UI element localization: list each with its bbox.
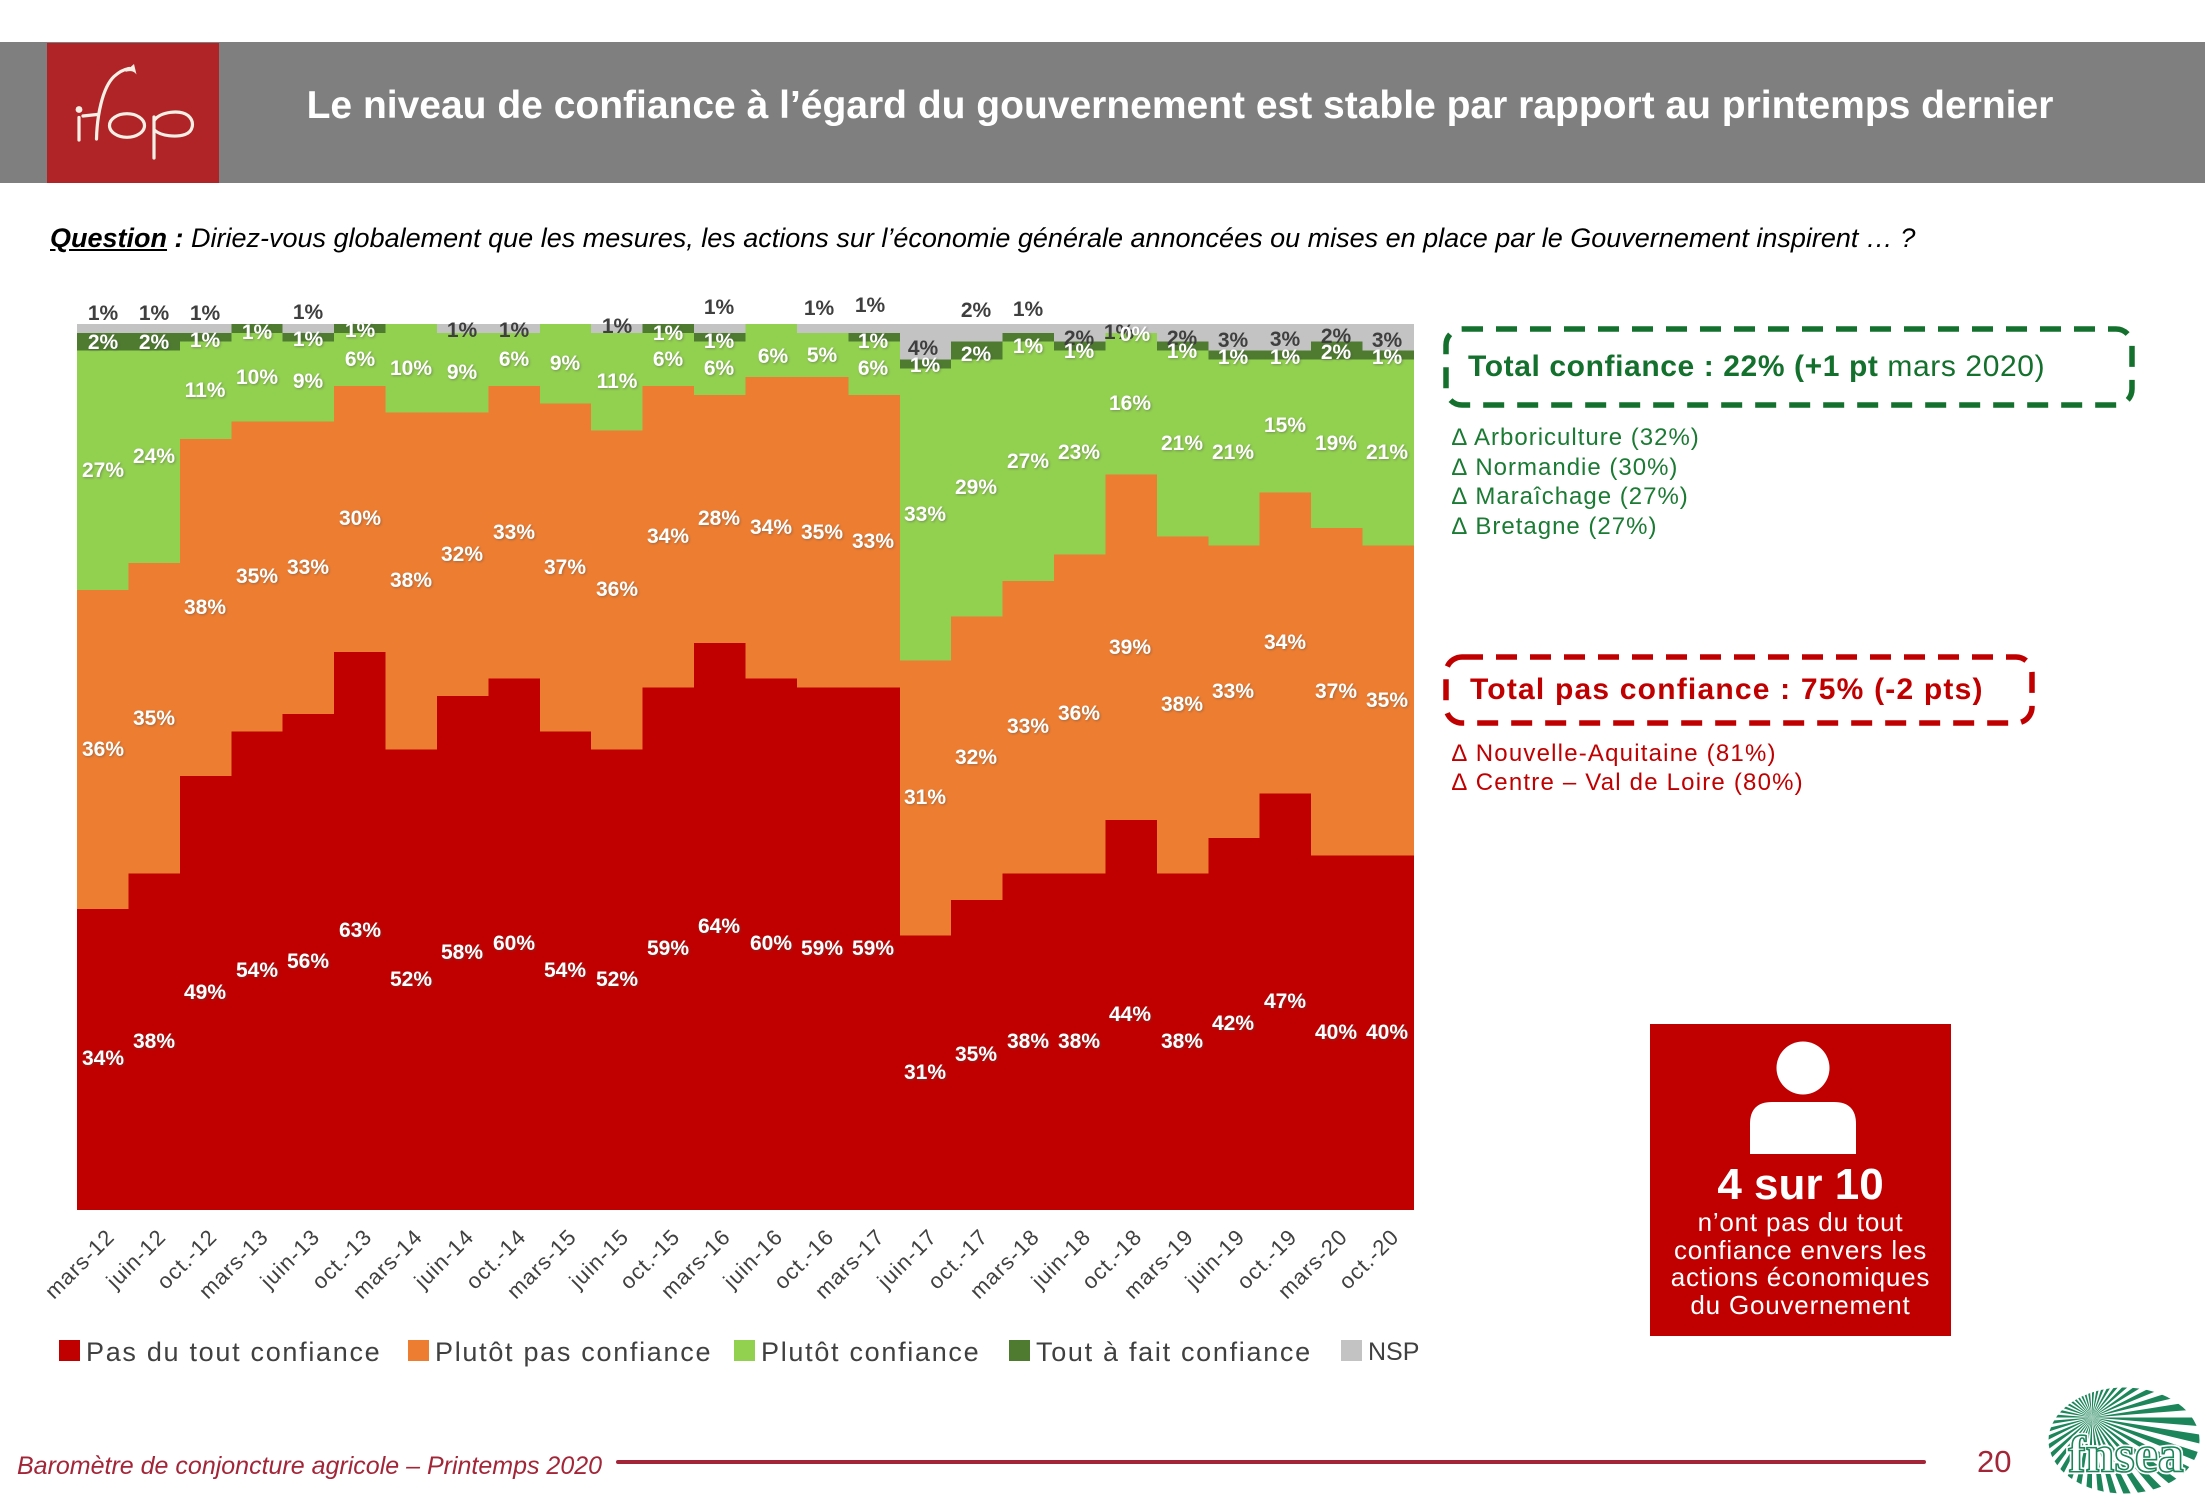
svg-text:fnsea: fnsea xyxy=(2068,1427,2184,1484)
svg-text:fnsea: fnsea xyxy=(2068,1427,2184,1484)
